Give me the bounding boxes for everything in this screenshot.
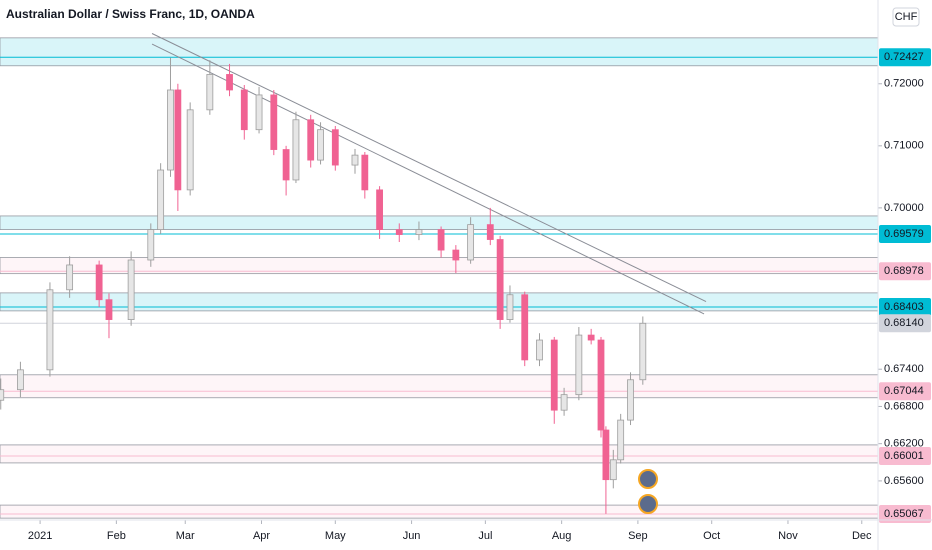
candle-body [452,249,460,261]
x-tick-label: Sep [628,530,648,542]
price-label-bg [879,314,931,333]
event-icon[interactable] [638,469,658,489]
x-tick-label: Dec [852,530,872,542]
candle-body [206,74,214,111]
candle-body [317,129,324,161]
title-bg [0,4,290,24]
x-tick-label: Jun [403,530,421,542]
price-label-bg [879,262,931,281]
y-tick-label: 0.67400 [884,363,924,375]
x-tick-label: 2021 [28,530,52,542]
x-tick-label: Oct [703,530,720,542]
candle-body [147,229,155,261]
candle-body [292,119,300,181]
x-tick-label: Mar [176,530,195,542]
candle-body [437,229,445,251]
candle-body [105,299,113,320]
zone [0,504,879,519]
y-tick-label: 0.72000 [884,78,924,90]
candle-body [226,74,233,91]
event-icons [638,469,658,514]
y-tick-label: 0.66800 [884,400,924,412]
candle-body [486,224,494,240]
x-tick-label: May [325,530,346,542]
candle-body [617,419,625,461]
price-label-bg [879,225,931,243]
candle-body [157,169,165,230]
zone [0,215,879,230]
candle-body [167,89,174,171]
candle-body [46,289,54,371]
chart-title: Australian Dollar / Swiss Franc, 1D, OAN… [6,7,255,21]
price-label-bg [879,297,931,316]
trendline [151,33,707,303]
candle-body [415,229,423,235]
y-tick-label: 0.65600 [884,475,924,487]
candle-body [602,429,610,481]
candle-body [95,264,103,301]
candle-body [575,334,583,396]
candle-body [361,154,369,191]
candle-body [307,119,315,161]
event-icon[interactable] [638,494,658,514]
candle-body [506,294,514,320]
currency: CHF [895,11,918,23]
candle-body [186,109,194,191]
zone [0,374,879,399]
candle-body [270,94,278,150]
price-label: 0.68140 [884,317,924,329]
currency-box[interactable] [892,7,920,27]
price-label-bg [879,504,931,523]
y-tick-label: 0.71000 [884,140,924,152]
price-label: 0.67044 [884,385,924,397]
candle-body [240,89,248,131]
y-tick-label: 0.70000 [884,202,924,214]
candle-body [66,264,74,291]
candle-body [536,339,543,361]
candle-body [174,89,182,191]
candle-body [627,379,634,421]
candle-body [17,369,24,391]
price-label-bg [879,447,931,466]
candle-body [496,239,504,320]
price-label: 0.66001 [884,450,924,462]
candle-body [376,189,383,230]
candle-body [587,334,595,341]
price-label-bg [879,48,931,67]
price-label-bg [879,382,931,401]
zone [0,444,879,464]
candle-body [560,394,568,411]
x-tick-label: Feb [107,530,126,542]
candle-body [0,389,5,401]
candle-body [521,294,529,361]
y-tick-label: 0.66200 [884,438,924,450]
candle-body [282,149,290,181]
candle-body [550,339,558,411]
x-tick-label: Apr [253,530,270,542]
x-tick-label: Jul [478,530,492,542]
price-label: 0.68978 [884,265,924,277]
candle-body [597,339,605,431]
price-label: 0.69579 [884,228,924,240]
candle-body [467,224,475,261]
candle-body [395,229,403,235]
zone [0,37,879,67]
candle-body [255,94,263,131]
candle-body [331,129,339,166]
price-label: 0.72427 [884,51,924,63]
x-tick-label: Aug [552,530,572,542]
price-label: 0.68403 [884,301,924,313]
candle-body [127,259,135,320]
candle-body [351,154,359,166]
candle-body [639,322,647,381]
price-label: 0.65067 [884,508,924,520]
x-tick-label: Nov [778,530,798,542]
candle-body [609,459,617,481]
